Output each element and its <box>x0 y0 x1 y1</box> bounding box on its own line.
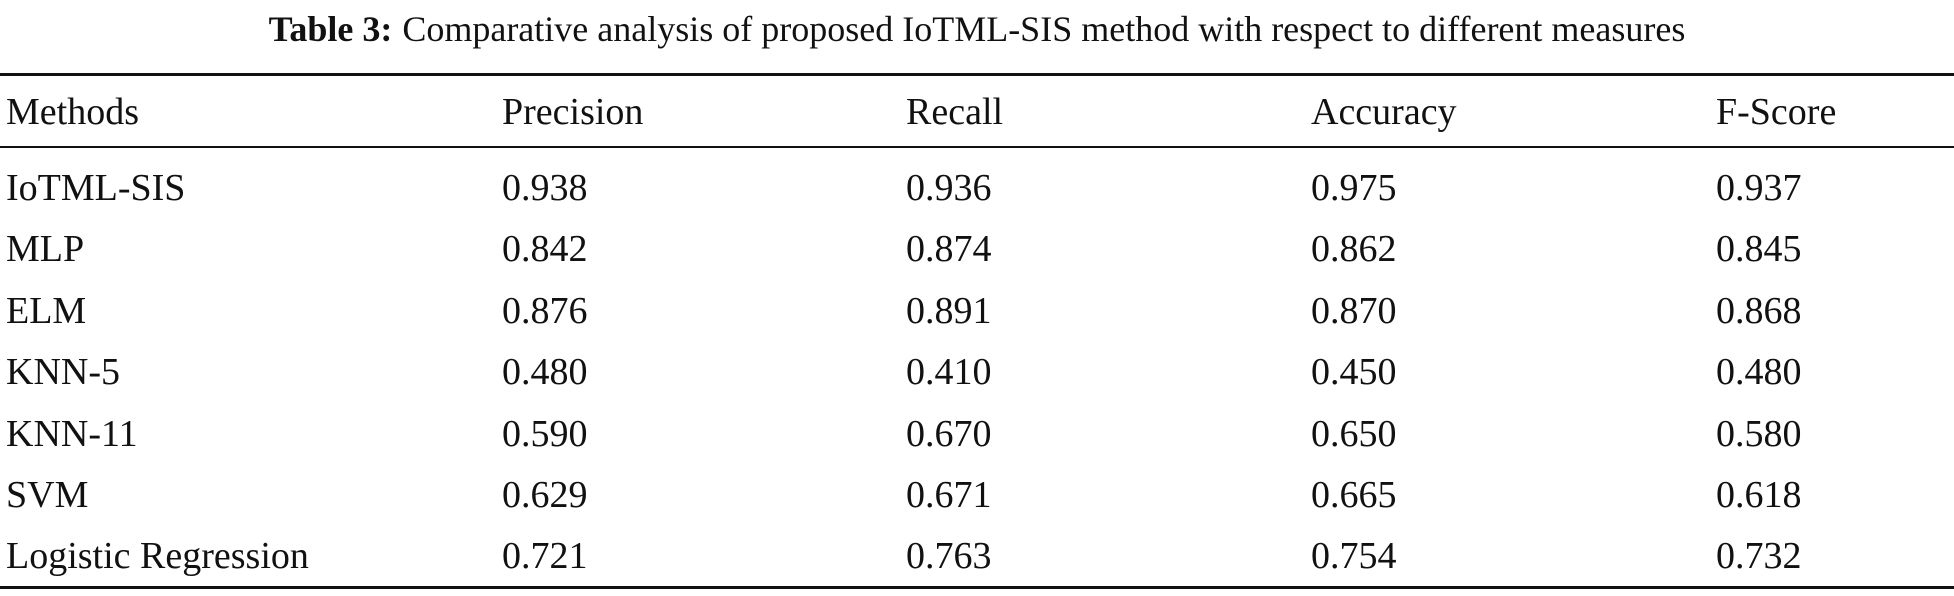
value-cell: 0.868 <box>1716 289 1802 332</box>
value-cell: 0.480 <box>502 351 588 394</box>
caption-text: Comparative analysis of proposed IoTML-S… <box>402 9 1686 49</box>
method-cell: IoTML-SIS <box>6 167 186 209</box>
value-cell: 0.450 <box>1311 351 1397 394</box>
method-cell: MLP <box>6 228 85 271</box>
value-cell: 0.590 <box>502 412 588 455</box>
top-rule <box>0 73 1954 76</box>
value-cell: 0.876 <box>502 289 588 332</box>
header-cell: Accuracy <box>1311 91 1457 133</box>
value-cell: 0.862 <box>1311 228 1397 271</box>
method-cell: ELM <box>6 289 87 332</box>
value-cell: 0.670 <box>906 412 992 455</box>
value-cell: 0.732 <box>1716 535 1802 578</box>
value-cell: 0.618 <box>1716 474 1802 516</box>
value-cell: 0.629 <box>502 474 588 516</box>
caption-label: Table 3: <box>268 9 393 49</box>
header-cell: Methods <box>6 91 139 133</box>
value-cell: 0.721 <box>502 535 588 578</box>
value-cell: 0.845 <box>1716 228 1802 271</box>
value-cell: 0.938 <box>502 167 588 209</box>
method-cell: KNN-11 <box>6 412 138 455</box>
value-cell: 0.842 <box>502 228 588 271</box>
value-cell: 0.870 <box>1311 289 1397 332</box>
header-rule <box>0 146 1954 148</box>
table-caption: Table 3: Comparative analysis of proposed… <box>0 8 1954 50</box>
value-cell: 0.975 <box>1311 167 1397 209</box>
value-cell: 0.410 <box>906 351 992 394</box>
value-cell: 0.763 <box>906 535 992 578</box>
header-cell: F-Score <box>1716 91 1837 133</box>
bottom-rule <box>0 586 1954 589</box>
method-cell: KNN-5 <box>6 351 120 394</box>
header-cell: Precision <box>502 91 644 133</box>
value-cell: 0.665 <box>1311 474 1397 516</box>
method-cell: Logistic Regression <box>6 535 309 578</box>
header-cell: Recall <box>906 91 1004 133</box>
value-cell: 0.580 <box>1716 412 1802 455</box>
value-cell: 0.891 <box>906 289 992 332</box>
value-cell: 0.754 <box>1311 535 1397 578</box>
value-cell: 0.874 <box>906 228 992 271</box>
value-cell: 0.480 <box>1716 351 1802 394</box>
value-cell: 0.650 <box>1311 412 1397 455</box>
method-cell: SVM <box>6 474 89 516</box>
value-cell: 0.937 <box>1716 167 1802 209</box>
value-cell: 0.936 <box>906 167 992 209</box>
value-cell: 0.671 <box>906 474 992 516</box>
